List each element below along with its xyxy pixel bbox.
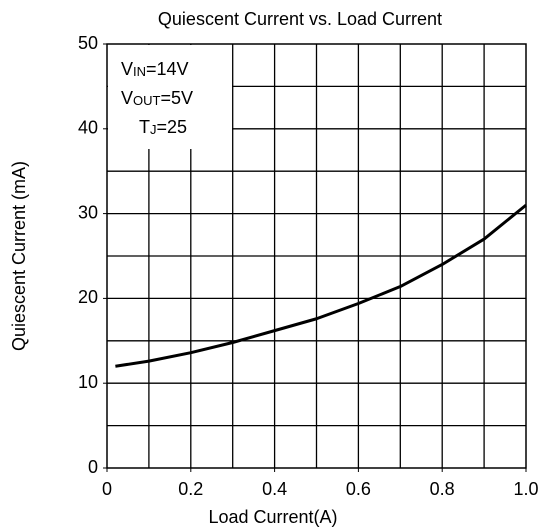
x-axis-label: Load Current(A) [208,507,337,527]
annotation-subscript: OUT [133,93,161,108]
x-tick-label: 1.0 [513,479,538,499]
annotation: TJ=25 [139,117,187,138]
y-tick-label: 0 [88,457,98,477]
annotation-text: =5V [160,88,193,108]
y-tick-label: 20 [78,287,98,307]
annotation-box [108,45,232,149]
x-tick-label: 0.2 [178,479,203,499]
annotation: VIN=14V [121,59,189,80]
y-axis-label: Quiescent Current (mA) [9,161,29,351]
x-tick-label: 0.4 [262,479,287,499]
annotation-text: =25 [157,117,188,137]
chart-title: Quiescent Current vs. Load Current [158,9,442,29]
line [115,203,527,368]
annotation: VOUT=5V [121,88,193,109]
plot-frame [106,43,527,469]
annotation-subscript: IN [133,64,146,79]
y-tick-label: 50 [78,33,98,53]
annotation-text: =14V [146,59,189,79]
annotation-symbol: V [121,59,133,79]
y-tick-label: 10 [78,372,98,392]
x-tick-label: 0.6 [346,479,371,499]
y-tick-label: 30 [78,202,98,222]
annotation-symbol: V [121,88,133,108]
annotation-symbol: T [139,117,150,137]
y-tick-label: 40 [78,118,98,138]
x-tick-label: 0.8 [430,479,455,499]
x-tick-label: 0 [102,479,112,499]
annotation-subscript: J [150,122,157,137]
